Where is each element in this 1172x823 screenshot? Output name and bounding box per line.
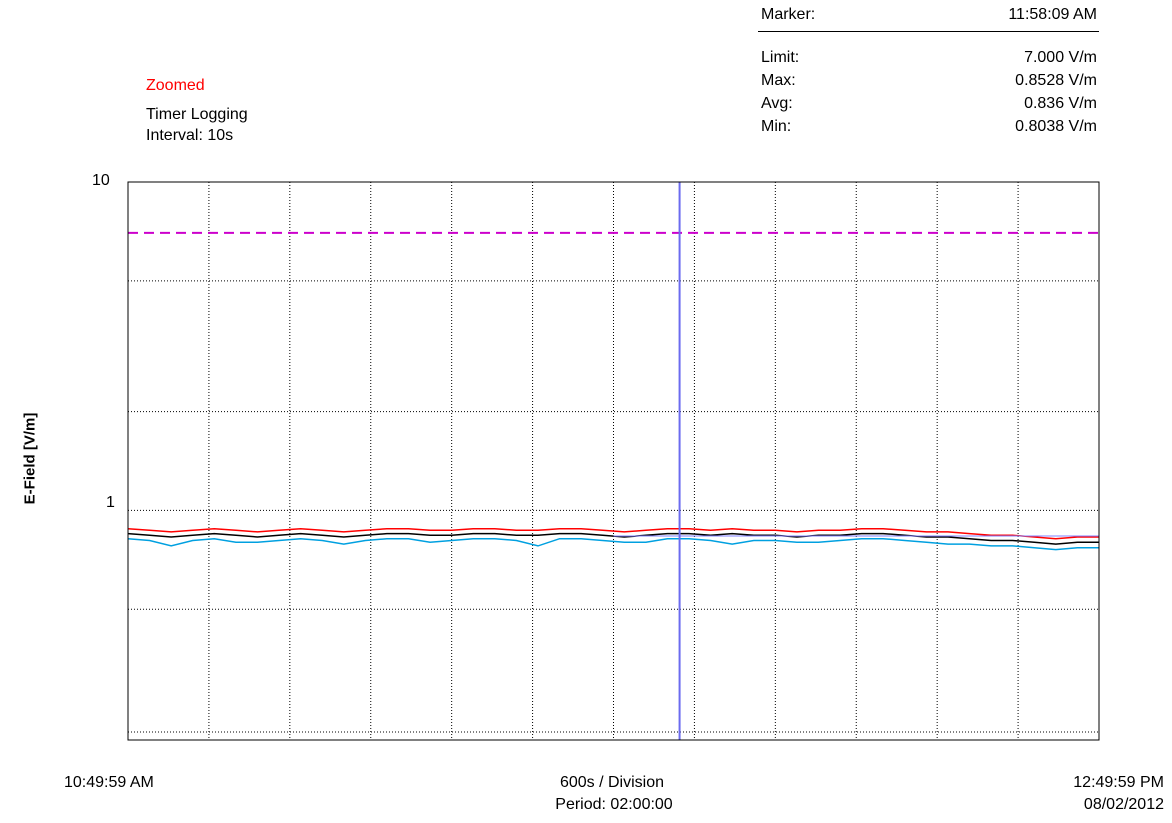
max-label: Max: [761,72,796,89]
limit-label: Limit: [761,49,800,66]
plot-frame [127,181,1100,741]
marker-label: Marker: [761,6,816,23]
avg-value: 0.836 V/m [1024,95,1097,112]
logging-mode: Timer Logging [146,106,248,123]
max-value: 0.8528 V/m [1015,72,1097,89]
grid [128,182,1099,740]
logging-interval: Interval: 10s [146,127,234,144]
series-line-max [127,527,1099,540]
start-time: 10:49:59 AM [64,774,154,791]
zoomed-status: Zoomed [146,77,205,94]
series-line-min [127,537,1099,551]
marker-value: 11:58:09 AM [1008,6,1097,23]
avg-label: Avg: [761,95,793,112]
end-date: 08/02/2012 [1083,796,1164,813]
marker-divider [758,31,1099,32]
period-info: Period: 02:00:00 [555,796,673,813]
limit-value: 7.000 V/m [1024,49,1097,66]
division-info: 600s / Division [559,774,665,791]
y-axis-label: E-Field [V/m] [21,412,39,505]
min-label: Min: [761,118,792,135]
min-value: 0.8038 V/m [1015,118,1097,135]
end-time: 12:49:59 PM [1073,774,1164,791]
overlay-layer [128,182,1099,740]
y-tick-label-1: 1 [106,494,115,511]
y-tick-label-10: 10 [92,172,110,189]
